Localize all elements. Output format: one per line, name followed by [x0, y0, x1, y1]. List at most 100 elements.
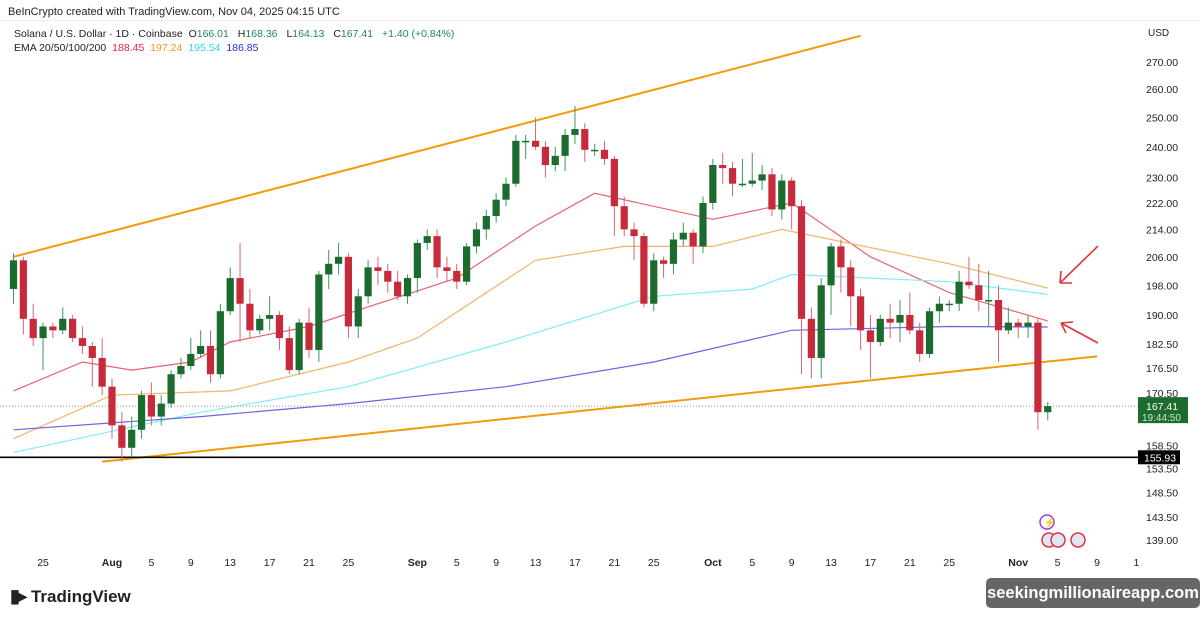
candle — [403, 274, 412, 304]
candle — [1044, 402, 1052, 421]
bar-countdown: 19:44:50 — [1142, 413, 1181, 424]
candle — [600, 140, 609, 166]
candle — [216, 303, 224, 379]
candle — [847, 260, 855, 327]
support-badge — [1138, 450, 1180, 465]
candle — [128, 416, 136, 457]
ohlc-close: C167.41 — [333, 28, 374, 40]
candle — [354, 288, 362, 339]
candle — [384, 263, 392, 293]
candle — [246, 288, 254, 339]
lightning-event-icon[interactable] — [1039, 514, 1055, 530]
candle — [788, 177, 796, 230]
candle — [620, 196, 628, 237]
currency-label[interactable]: USD — [1148, 28, 1170, 39]
candle-body — [985, 300, 993, 302]
candle-body — [403, 278, 412, 297]
candle — [689, 229, 697, 264]
candle — [738, 158, 746, 187]
candle-body — [423, 236, 431, 243]
candle — [1004, 307, 1012, 335]
candle — [561, 129, 569, 172]
candle — [610, 155, 618, 237]
candle-body — [1014, 322, 1022, 327]
y-tick-label: 182.50 — [1146, 339, 1178, 351]
x-tick-label: 25 — [37, 557, 49, 569]
tradingview-logo[interactable]: ▮▸ TradingView — [10, 586, 131, 607]
candle — [857, 288, 865, 350]
candle — [305, 307, 313, 358]
x-tick-label: 5 — [454, 557, 460, 569]
candle-body — [59, 318, 67, 331]
candle — [591, 143, 599, 156]
candle-body — [305, 322, 313, 350]
candle — [344, 253, 352, 339]
candle-body — [19, 260, 27, 319]
us-flag-event-icon[interactable] — [1050, 532, 1066, 548]
x-tick-label: 13 — [825, 557, 837, 569]
candle-body — [541, 146, 549, 166]
candle — [935, 296, 943, 323]
candle-body — [699, 202, 707, 247]
candle-body — [669, 239, 678, 264]
candle-body — [453, 270, 461, 282]
chart-credit: BeInCrypto created with TradingView.com,… — [8, 6, 340, 18]
candle — [236, 242, 244, 343]
candle — [817, 278, 825, 379]
candle — [177, 357, 185, 379]
candle-body — [906, 315, 914, 331]
ema-line-ema20 — [13, 192, 1048, 392]
candle — [463, 242, 471, 286]
x-tick-label: 9 — [188, 557, 194, 569]
us-flag-event-icon[interactable] — [1070, 532, 1086, 548]
candle-body — [916, 330, 924, 354]
candle — [650, 253, 658, 312]
candle — [433, 229, 441, 279]
candle-body — [334, 256, 343, 264]
candle — [679, 222, 687, 247]
candle — [423, 229, 431, 250]
trendline-upper-channel — [13, 34, 861, 258]
candle-body — [394, 281, 402, 297]
candle-body — [137, 395, 146, 430]
candle — [728, 161, 737, 197]
candle-body — [226, 278, 234, 312]
candle-body — [591, 149, 599, 152]
candle-body — [857, 296, 865, 331]
candle — [1034, 318, 1042, 430]
candle-body — [88, 345, 96, 358]
candle-body — [29, 318, 37, 339]
candle-body — [925, 311, 934, 354]
x-tick-label: 5 — [148, 557, 154, 569]
candle-body — [325, 263, 333, 275]
candle-body — [886, 318, 894, 323]
candle — [108, 378, 116, 439]
candle-body — [640, 236, 648, 304]
candle — [699, 196, 707, 254]
lightning-glyph: ⚡ — [1044, 516, 1056, 529]
symbol-title[interactable]: Solana / U.S. Dollar · 1D · Coinbase — [14, 28, 183, 40]
candle-body — [660, 260, 668, 264]
event-markers[interactable]: ⚡ — [1039, 514, 1086, 548]
candle-body — [69, 318, 77, 339]
candle — [325, 249, 333, 289]
annotation-arrows — [1059, 245, 1099, 344]
candle-body — [837, 246, 845, 268]
x-tick-label: 9 — [493, 557, 499, 569]
candle-body — [630, 229, 638, 237]
x-tick-label: 13 — [530, 557, 542, 569]
candle-body — [236, 278, 244, 304]
candle-body — [216, 311, 224, 375]
arrow-lower — [1060, 321, 1099, 344]
candle — [1024, 315, 1032, 339]
candle — [876, 315, 884, 346]
ema-line-ema100 — [13, 273, 1048, 453]
ema-label[interactable]: EMA 20/50/100/200 — [14, 42, 107, 54]
symbol-row: Solana / U.S. Dollar · 1D · Coinbase O16… — [14, 27, 457, 41]
candle-body — [650, 260, 658, 304]
y-tick-label: 139.00 — [1146, 535, 1178, 547]
price-change: +1.40 (+0.84%) — [381, 28, 455, 40]
candle-body — [285, 338, 293, 371]
candle-body — [620, 206, 628, 230]
